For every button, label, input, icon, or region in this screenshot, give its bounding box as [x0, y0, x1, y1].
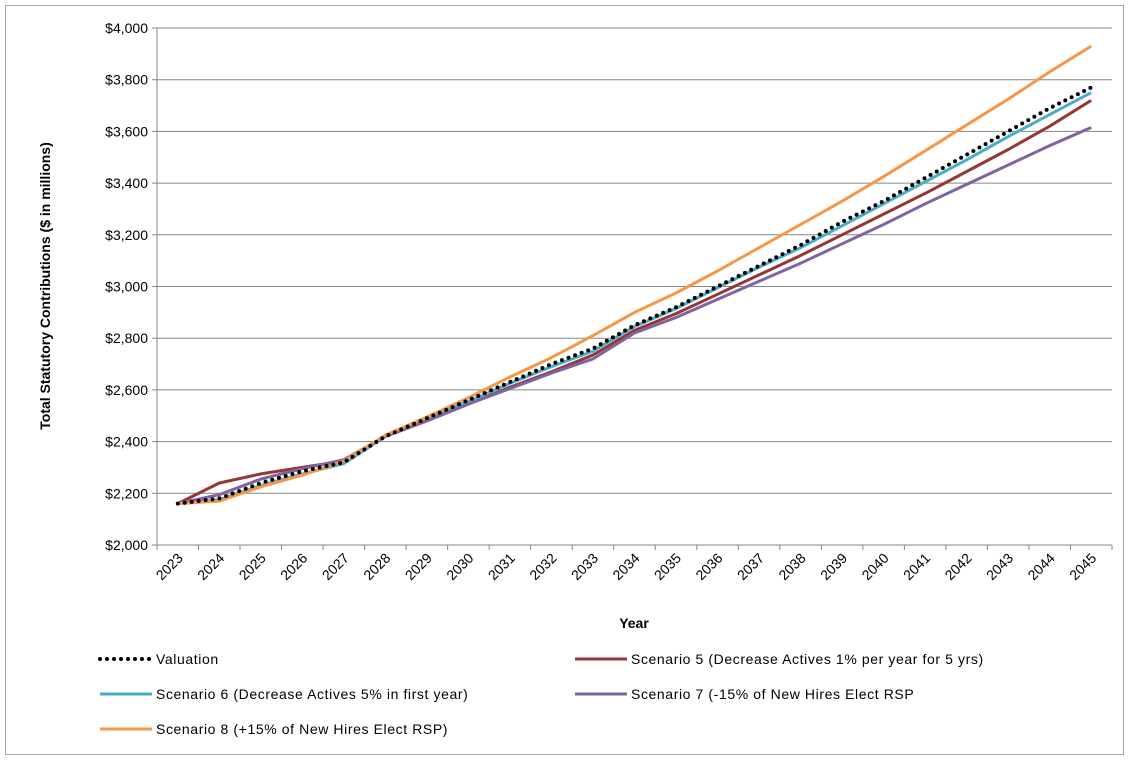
- x-tick-label: 2023: [153, 550, 186, 583]
- y-tick-label: $2,600: [105, 382, 148, 398]
- series-line-scenario-7: [177, 126, 1092, 506]
- legend-label: Scenario 5 (Decrease Actives 1% per year…: [631, 651, 984, 667]
- x-tick-label: 2042: [941, 550, 974, 583]
- legend-item: Scenario 7 (-15% of New Hires Elect RSP: [575, 686, 914, 702]
- gridlines: [157, 27, 1112, 494]
- series-line-scenario-8: [177, 44, 1092, 506]
- series-lines: [175, 44, 1094, 506]
- legend-item: Scenario 5 (Decrease Actives 1% per year…: [575, 651, 984, 667]
- x-tick-label: 2035: [651, 550, 684, 583]
- y-tick-labels: $2,000 $2,200 $2,400 $2,600 $2,800 $3,000 $3,2…: [105, 20, 148, 553]
- x-tick-label: 2045: [1066, 550, 1099, 583]
- x-tick-label: 2041: [900, 550, 933, 583]
- x-tick-label: 2028: [360, 550, 393, 583]
- y-tick-label: $3,200: [105, 227, 148, 243]
- x-tick-label: 2034: [609, 550, 642, 583]
- legend-label: Valuation: [156, 651, 219, 667]
- x-tick-label: 2029: [402, 550, 435, 583]
- y-tick-label: $2,800: [105, 330, 148, 346]
- x-tick-label: 2030: [443, 550, 476, 583]
- legend-item: Valuation: [98, 651, 219, 667]
- x-tick-label: 2036: [692, 550, 725, 583]
- x-tick-label: 2032: [526, 550, 559, 583]
- chart-frame: [5, 5, 1124, 755]
- x-tick-label: 2039: [817, 550, 850, 583]
- y-tick-label: $3,400: [105, 175, 148, 191]
- y-tick-label: $3,800: [105, 72, 148, 88]
- x-tick-label: 2033: [568, 550, 601, 583]
- legend-label: Scenario 7 (-15% of New Hires Elect RSP: [631, 686, 914, 702]
- legend-label: Scenario 6 (Decrease Actives 5% in first…: [156, 686, 468, 702]
- x-tick-label: 2026: [277, 550, 310, 583]
- legend-item: Scenario 6 (Decrease Actives 5% in first…: [100, 686, 468, 702]
- y-tick-label: $3,000: [105, 279, 148, 295]
- x-tick-label: 2040: [858, 550, 891, 583]
- y-tick-label: $2,400: [105, 434, 148, 450]
- x-tick-label: 2025: [236, 550, 269, 583]
- x-tick-label: 2043: [983, 550, 1016, 583]
- x-tick-labels: 2023 2024 2025 2026 2027 2028 2029 2030 2031 2032…: [153, 550, 1100, 583]
- y-tick-label: $3,600: [105, 123, 148, 139]
- x-tick-label: 2037: [734, 550, 767, 583]
- x-tick-label: 2027: [319, 550, 352, 583]
- y-axis-title: Total Statutory Contributions ($ in mill…: [37, 142, 53, 430]
- x-tick-label: 2044: [1024, 550, 1057, 583]
- x-tick-label: 2031: [485, 550, 518, 583]
- x-tick-label: 2038: [775, 550, 808, 583]
- y-tick-label: $2,000: [105, 537, 148, 553]
- legend: Valuation Scenario 5 (Decrease Actives 1%…: [98, 651, 984, 737]
- x-tick-label: 2024: [194, 550, 227, 583]
- y-tick-label: $4,000: [105, 20, 148, 36]
- axes: [152, 27, 1113, 550]
- legend-label: Scenario 8 (+15% of New Hires Elect RSP): [156, 721, 448, 737]
- legend-item: Scenario 8 (+15% of New Hires Elect RSP): [100, 721, 448, 737]
- y-tick-label: $2,200: [105, 485, 148, 501]
- x-axis-title: Year: [619, 615, 649, 631]
